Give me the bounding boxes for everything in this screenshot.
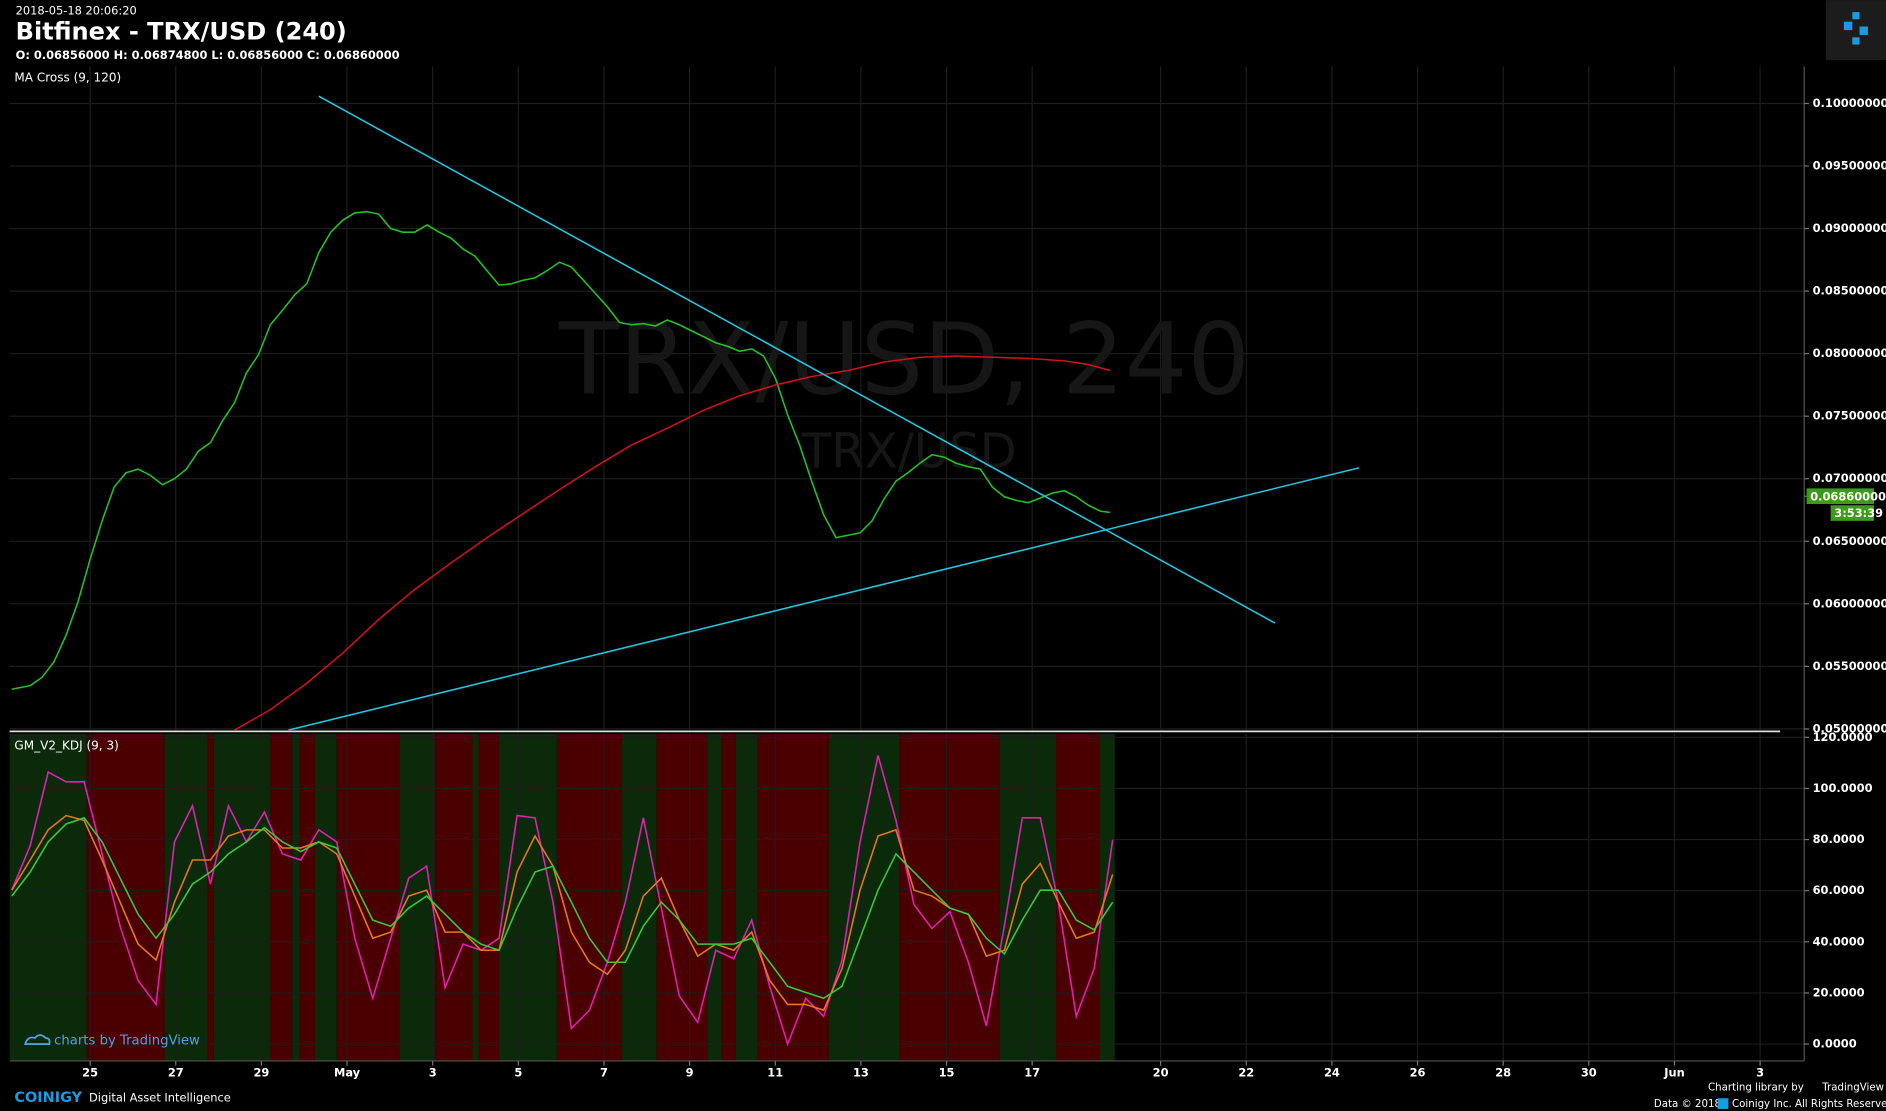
x-tick-label: 25 <box>82 1065 98 1079</box>
axes: 0.05000000 0.05500000 0.06000000 0.06500000… <box>9 66 1886 1079</box>
signal-band <box>9 733 87 1061</box>
signal-band <box>299 733 315 1061</box>
signal-band <box>270 733 293 1061</box>
signal-band <box>292 733 300 1061</box>
last-price-flag <box>1806 488 1874 505</box>
last-price-label: 0.06860000 <box>1810 489 1886 503</box>
signal-band <box>1099 733 1115 1061</box>
signal-band <box>999 733 1057 1061</box>
y-tick-label: 60.0000 <box>1813 883 1865 897</box>
signal-band <box>499 733 557 1061</box>
y-tick-label: 0.06000000 <box>1813 596 1886 610</box>
y-tick-label: 0.08000000 <box>1813 346 1886 360</box>
series-line <box>318 95 1276 624</box>
y-tick-label: 0.10000000 <box>1813 96 1886 110</box>
x-tick-label: 11 <box>767 1065 783 1079</box>
indicator-title: MA Cross (9, 120) <box>14 71 121 85</box>
signal-band <box>735 733 758 1061</box>
y-tick-label: 0.06500000 <box>1813 534 1886 548</box>
x-tick-label: 3 <box>429 1065 437 1079</box>
timestamp: 2018-05-18 20:06:20 <box>16 3 137 17</box>
series-line <box>11 755 1114 1047</box>
countdown-flag <box>1830 505 1874 521</box>
x-tick-label: 27 <box>168 1065 184 1079</box>
signal-band <box>828 733 900 1061</box>
series-line <box>11 816 1114 1000</box>
series-line <box>234 355 1111 731</box>
signal-band <box>207 733 214 1061</box>
signal-band <box>86 733 165 1061</box>
series-line <box>288 467 1360 731</box>
signal-band <box>721 733 736 1061</box>
x-tick-label: 13 <box>853 1065 869 1079</box>
logo[interactable] <box>1825 0 1886 61</box>
logo-square <box>1859 26 1868 35</box>
x-tick-label: 20 <box>1153 1065 1169 1079</box>
y-tick-label: 0.07500000 <box>1813 409 1886 423</box>
logo-square <box>1843 21 1853 31</box>
y-tick-label: 0.07000000 <box>1813 471 1886 485</box>
library-brand[interactable]: TradingView <box>1821 1082 1884 1093</box>
x-tick-label: 28 <box>1495 1065 1511 1079</box>
series <box>11 95 1360 1047</box>
x-tick-label: 29 <box>253 1065 269 1079</box>
x-tick-label: 30 <box>1581 1065 1597 1079</box>
chart-title: Bitfinex - TRX/USD (240) <box>16 18 347 46</box>
signal-band <box>707 733 722 1061</box>
y-tick-label: 120.0000 <box>1813 730 1873 744</box>
y-tick-label: 80.0000 <box>1813 832 1865 846</box>
brand[interactable]: COINIGY <box>14 1090 82 1106</box>
x-tick-label: 5 <box>514 1065 522 1079</box>
logo-box[interactable] <box>1825 0 1886 61</box>
y-tick-label: 0.0000 <box>1813 1037 1857 1051</box>
x-tick-label: May <box>334 1065 361 1079</box>
series-line <box>11 814 1114 1012</box>
signal-band <box>314 733 337 1061</box>
y-tick-label: 20.0000 <box>1813 985 1865 999</box>
y-tick-label: 0.05000000 <box>1813 721 1886 735</box>
x-tick-label: 7 <box>600 1065 608 1079</box>
coinigy-icon <box>1717 1098 1729 1110</box>
x-tick-label: 15 <box>939 1065 955 1079</box>
signal-band <box>556 733 622 1061</box>
signal-band <box>435 733 473 1061</box>
x-tick-label: 9 <box>686 1065 694 1079</box>
logo-square <box>1852 37 1860 45</box>
y-tick-label: 100.0000 <box>1813 781 1873 795</box>
countdown: 3:53:39 <box>1834 506 1883 520</box>
x-tick-label: 24 <box>1324 1065 1340 1079</box>
tagline: Digital Asset Intelligence <box>89 1091 231 1105</box>
y-tick-label: 40.0000 <box>1813 934 1865 948</box>
indicator-title: GM_V2_KDJ (9, 3) <box>14 738 118 752</box>
watermark-text: TRX/USD, 240 <box>558 303 1250 418</box>
cloud-icon <box>24 1034 51 1045</box>
rights: Coinigy Inc. All Rights Reserved. <box>1732 1099 1886 1110</box>
tradingview-link-text[interactable]: charts by TradingView <box>54 1033 200 1048</box>
tradingview-link[interactable]: charts by TradingView <box>24 1033 200 1048</box>
y-tick-label: 0.05500000 <box>1813 659 1886 673</box>
copyright: Data © 2018 <box>1654 1099 1721 1110</box>
x-tick-label: 17 <box>1024 1065 1040 1079</box>
x-tick-label: 26 <box>1410 1065 1426 1079</box>
y-tick-label: 0.08500000 <box>1813 284 1886 298</box>
logo-square <box>1852 12 1860 20</box>
x-tick-label: 3 <box>1756 1065 1764 1079</box>
signal-band <box>472 733 479 1061</box>
y-tick-label: 0.09500000 <box>1813 159 1886 173</box>
library-credit: Charting library by <box>1708 1082 1804 1093</box>
ohlc: O: 0.06856000 H: 0.06874800 L: 0.0685600… <box>16 48 400 62</box>
grid <box>9 66 1805 1061</box>
series-line <box>11 210 1111 691</box>
x-tick-label: Jun <box>1663 1065 1685 1079</box>
signal-band <box>478 733 500 1061</box>
signal-band <box>336 733 400 1061</box>
signal-band <box>899 733 1000 1061</box>
x-tick-label: 22 <box>1238 1065 1254 1079</box>
y-tick-label: 0.09000000 <box>1813 221 1886 235</box>
signal-band <box>164 733 208 1061</box>
